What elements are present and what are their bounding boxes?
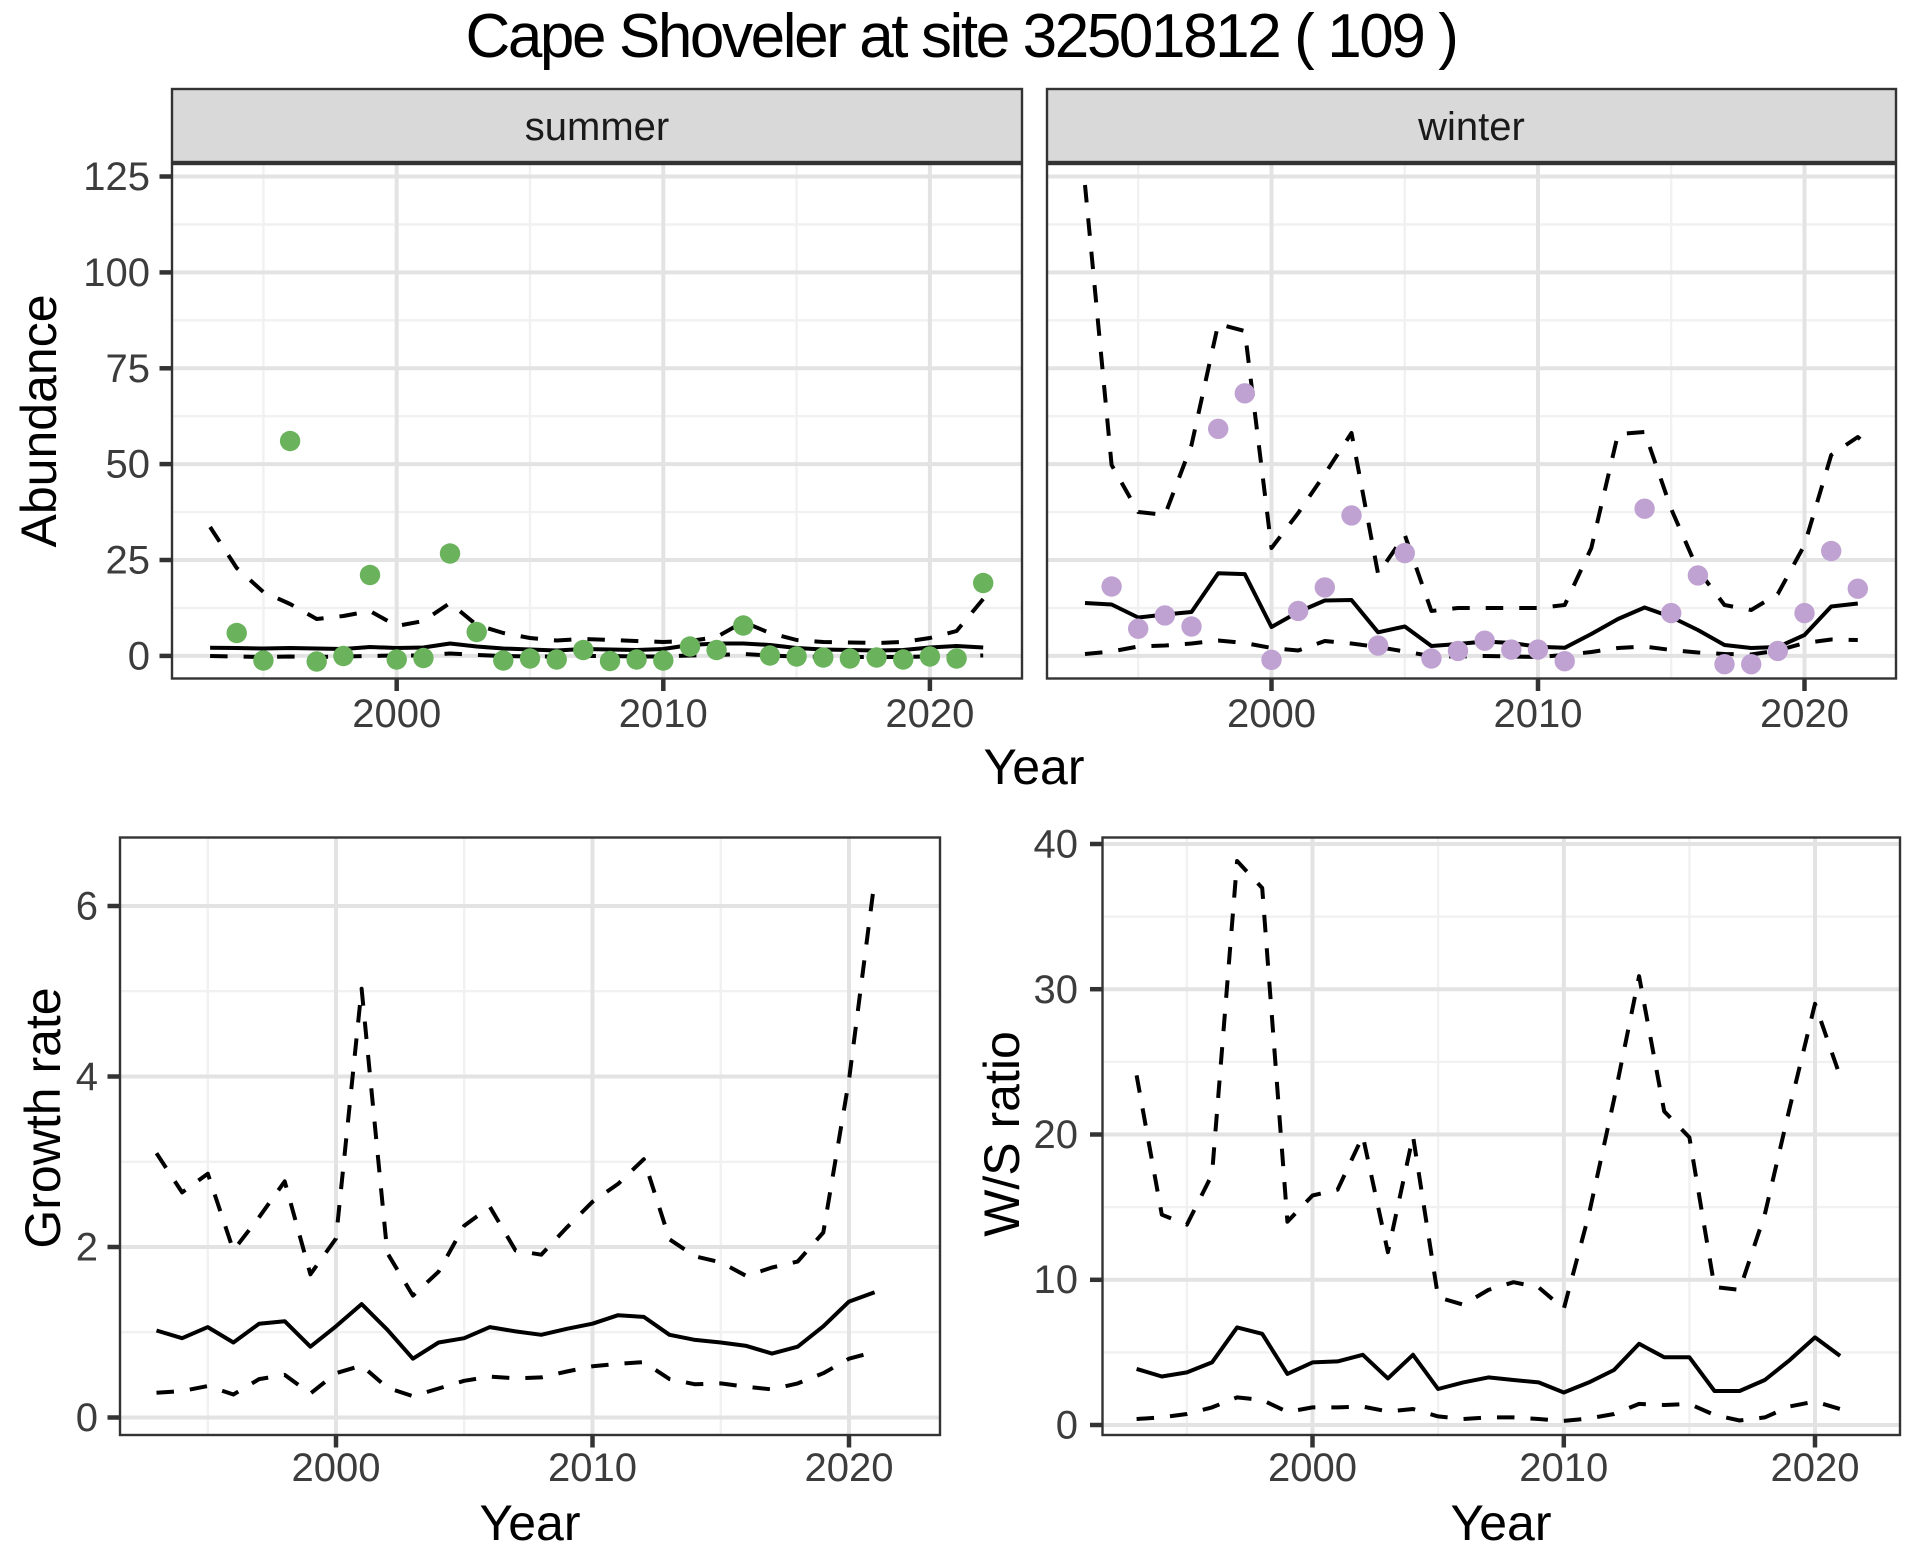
svg-text:0: 0: [76, 1396, 98, 1440]
svg-text:W/S ratio: W/S ratio: [974, 1031, 1030, 1237]
svg-text:50: 50: [106, 443, 151, 487]
svg-text:summer: summer: [525, 105, 669, 149]
svg-text:2020: 2020: [1771, 1446, 1860, 1490]
svg-text:Cape Shoveler at site 32501812: Cape Shoveler at site 32501812 ( 109 ): [465, 2, 1456, 71]
svg-text:125: 125: [83, 155, 150, 199]
svg-text:0: 0: [1056, 1404, 1078, 1448]
svg-text:Growth rate: Growth rate: [15, 987, 71, 1248]
svg-text:100: 100: [83, 251, 150, 295]
svg-text:2020: 2020: [805, 1446, 894, 1490]
svg-text:30: 30: [1034, 968, 1079, 1012]
svg-text:2: 2: [76, 1226, 98, 1270]
svg-text:4: 4: [76, 1055, 98, 1099]
svg-text:Year: Year: [479, 1495, 580, 1551]
svg-text:75: 75: [106, 347, 151, 391]
svg-text:2010: 2010: [548, 1446, 637, 1490]
svg-text:40: 40: [1034, 823, 1079, 867]
svg-text:25: 25: [106, 539, 151, 583]
svg-text:winter: winter: [1417, 105, 1525, 149]
svg-text:2010: 2010: [619, 692, 708, 736]
svg-text:Year: Year: [983, 739, 1084, 795]
svg-text:2020: 2020: [1760, 692, 1849, 736]
svg-text:0: 0: [128, 634, 150, 678]
svg-text:6: 6: [76, 885, 98, 929]
svg-text:Year: Year: [1450, 1495, 1551, 1551]
svg-text:10: 10: [1034, 1258, 1079, 1302]
svg-text:2010: 2010: [1519, 1446, 1608, 1490]
svg-text:2000: 2000: [1227, 692, 1316, 736]
svg-text:2010: 2010: [1494, 692, 1583, 736]
svg-text:2020: 2020: [885, 692, 974, 736]
svg-text:2000: 2000: [1268, 1446, 1357, 1490]
svg-text:2000: 2000: [352, 692, 441, 736]
svg-text:2000: 2000: [292, 1446, 381, 1490]
svg-text:Abundance: Abundance: [11, 294, 67, 547]
svg-text:20: 20: [1034, 1113, 1079, 1157]
